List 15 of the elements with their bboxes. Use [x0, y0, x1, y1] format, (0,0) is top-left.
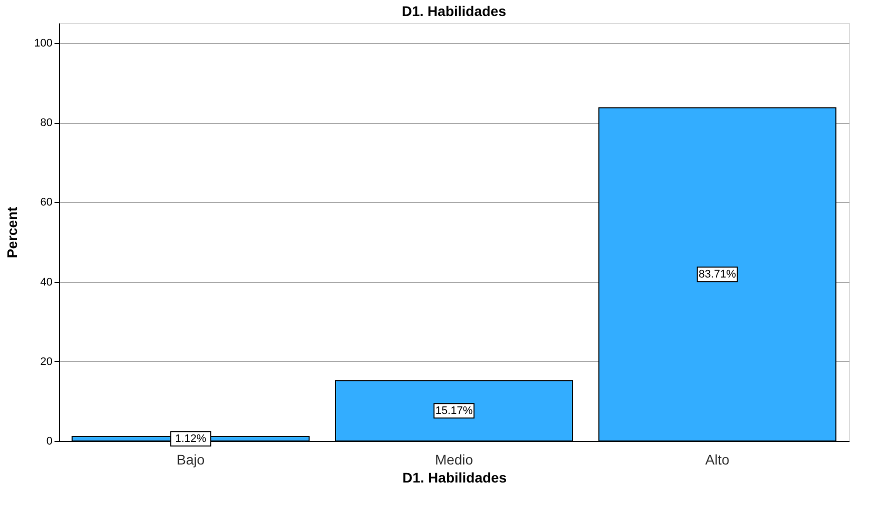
x-tick-label: Alto: [705, 452, 730, 468]
y-tick-label: 40: [40, 276, 52, 288]
y-tick-label: 0: [46, 436, 52, 448]
x-tick-label: Medio: [434, 452, 474, 468]
chart-title: D1. Habilidades: [402, 3, 506, 19]
y-tick-label: 100: [34, 37, 52, 50]
data-label: 15.17%: [435, 404, 473, 417]
y-tick-label: 80: [40, 117, 52, 130]
data-label: 1.12%: [175, 432, 206, 445]
data-label: 83.71%: [698, 268, 736, 280]
x-tick-label: Bajo: [176, 452, 205, 468]
x-axis-title: D1. Habilidades: [402, 470, 507, 486]
y-tick-label: 60: [40, 196, 52, 209]
y-axis-title: Percent: [4, 206, 20, 258]
y-tick-label: 20: [40, 356, 52, 368]
